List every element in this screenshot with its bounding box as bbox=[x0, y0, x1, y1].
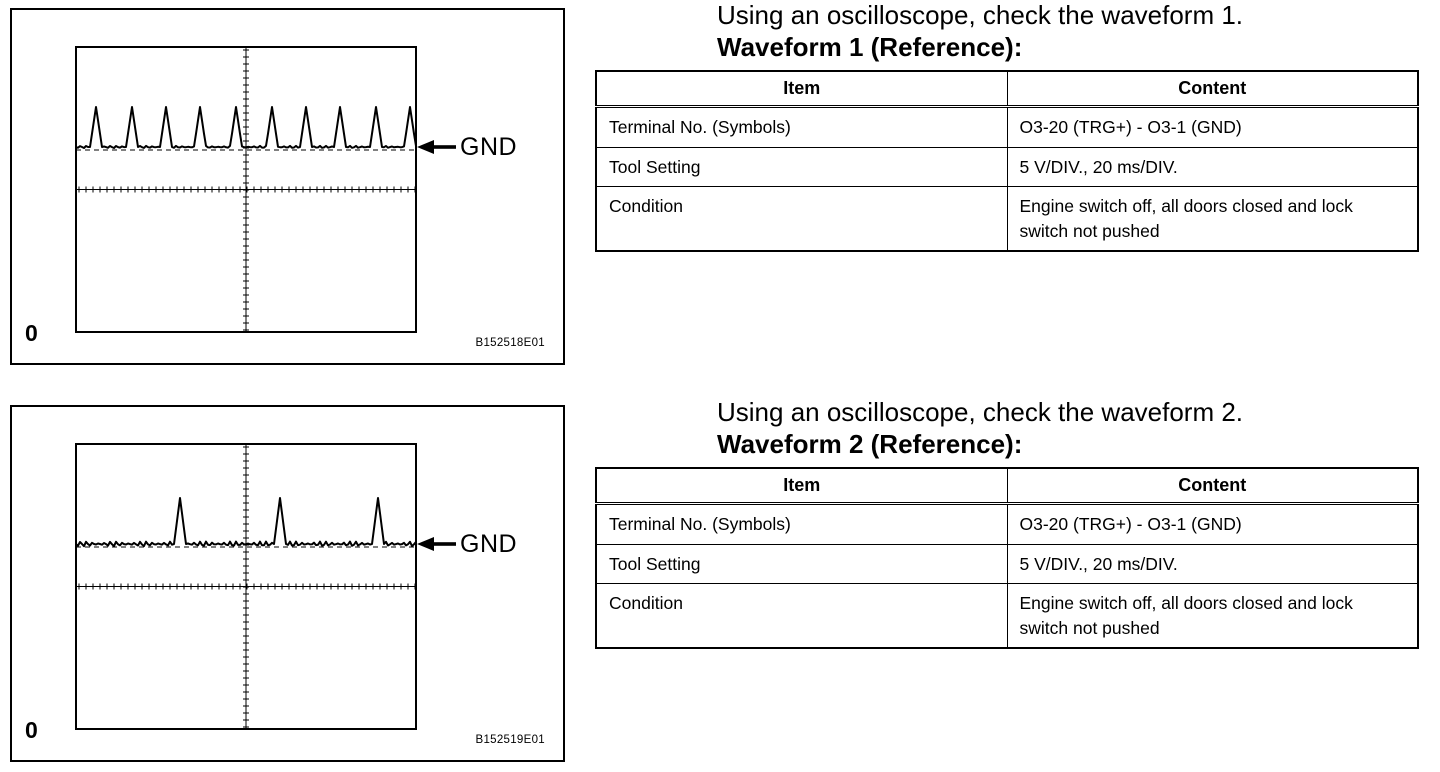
table-cell-content: O3-20 (TRG+) - O3-1 (GND) bbox=[1006, 106, 1419, 148]
reference-title: Waveform 1 (Reference): bbox=[717, 32, 1023, 62]
reference-title: Waveform 2 (Reference): bbox=[717, 429, 1023, 459]
oscilloscope-grid-2 bbox=[75, 443, 417, 730]
table-cell-item: Terminal No. (Symbols) bbox=[595, 503, 1008, 545]
zero-label: 0 bbox=[25, 717, 38, 743]
zero-label: 0 bbox=[25, 320, 38, 346]
left-arrow-icon bbox=[417, 140, 456, 154]
table-row: Condition Engine switch off, all doors c… bbox=[595, 583, 1419, 649]
gnd-annotation: GND bbox=[417, 529, 517, 559]
table-cell-item: Terminal No. (Symbols) bbox=[595, 106, 1008, 148]
table-row: Tool Setting 5 V/DIV., 20 ms/DIV. bbox=[595, 543, 1419, 584]
figure-code: B152518E01 bbox=[475, 337, 545, 349]
reference-table-1: Item Content Terminal No. (Symbols) O3-2… bbox=[595, 70, 1419, 252]
table-cell-content: 5 V/DIV., 20 ms/DIV. bbox=[1006, 146, 1419, 187]
table-cell-item: Condition bbox=[595, 186, 1008, 252]
table-cell-item: Condition bbox=[595, 583, 1008, 649]
col-header-content: Content bbox=[1006, 70, 1419, 108]
table-row: Tool Setting 5 V/DIV., 20 ms/DIV. bbox=[595, 146, 1419, 187]
table-cell-content: O3-20 (TRG+) - O3-1 (GND) bbox=[1006, 503, 1419, 545]
table-row: Condition Engine switch off, all doors c… bbox=[595, 186, 1419, 252]
table-row: Terminal No. (Symbols) O3-20 (TRG+) - O3… bbox=[595, 106, 1419, 148]
oscilloscope-grid-1 bbox=[75, 46, 417, 333]
left-arrow-icon bbox=[417, 537, 456, 551]
table-cell-item: Tool Setting bbox=[595, 543, 1008, 584]
instruction-text: Using an oscilloscope, check the wavefor… bbox=[717, 0, 1244, 30]
oscilloscope-figure-2: GND 0 B152519E01 bbox=[10, 405, 565, 762]
table-row: Terminal No. (Symbols) O3-20 (TRG+) - O3… bbox=[595, 503, 1419, 545]
table-cell-content: Engine switch off, all doors closed and … bbox=[1006, 186, 1419, 252]
waveform-section-1: GND 0 B152518E01 Using an oscilloscope, … bbox=[0, 0, 1440, 372]
oscilloscope-figure-1: GND 0 B152518E01 bbox=[10, 8, 565, 365]
col-header-content: Content bbox=[1006, 467, 1419, 505]
gnd-label: GND bbox=[460, 529, 518, 558]
gnd-label: GND bbox=[460, 132, 518, 161]
instruction-text: Using an oscilloscope, check the wavefor… bbox=[717, 397, 1244, 427]
col-header-item: Item bbox=[595, 70, 1008, 108]
table-header-row: Item Content bbox=[595, 70, 1419, 108]
col-header-item: Item bbox=[595, 467, 1008, 505]
reference-table-2: Item Content Terminal No. (Symbols) O3-2… bbox=[595, 467, 1419, 649]
table-cell-content: Engine switch off, all doors closed and … bbox=[1006, 583, 1419, 649]
waveform-section-2: GND 0 B152519E01 Using an oscilloscope, … bbox=[0, 397, 1440, 769]
figure-code: B152519E01 bbox=[475, 734, 545, 746]
gnd-annotation: GND bbox=[417, 132, 517, 162]
table-cell-content: 5 V/DIV., 20 ms/DIV. bbox=[1006, 543, 1419, 584]
table-cell-item: Tool Setting bbox=[595, 146, 1008, 187]
table-header-row: Item Content bbox=[595, 467, 1419, 505]
